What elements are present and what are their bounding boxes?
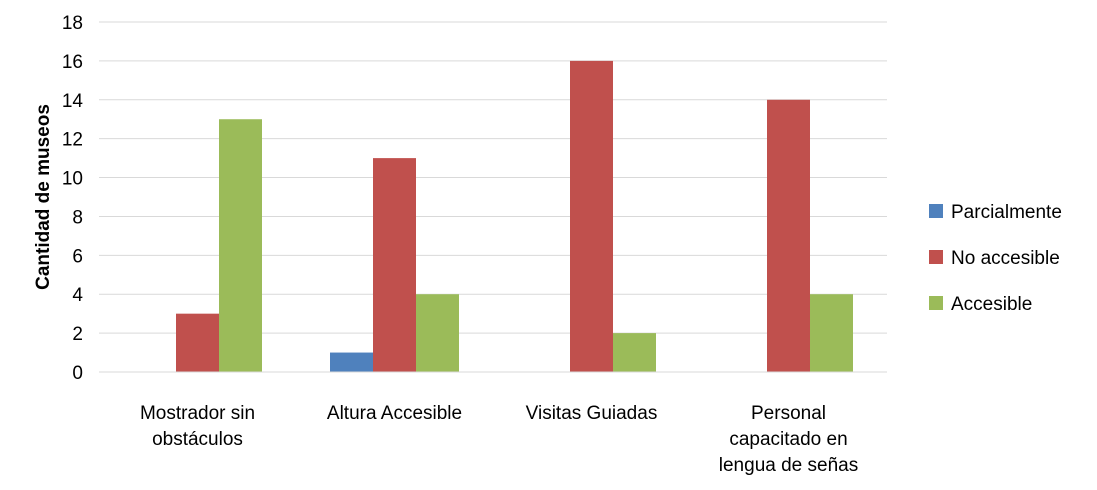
- legend-label: Parcialmente: [951, 202, 1062, 223]
- y-tick-label: 8: [72, 207, 83, 228]
- x-axis: Mostrador sin obstáculos Altura Accesible V…: [99, 371, 887, 476]
- y-tick-label: 10: [62, 169, 83, 190]
- x-tick-label: Mostrador sin: [140, 403, 255, 424]
- x-tick-label: Altura Accesible: [327, 403, 462, 424]
- x-tick-label: Visitas Guiadas: [526, 403, 658, 424]
- legend-swatch: [929, 250, 943, 264]
- y-tick-label: 2: [72, 324, 83, 345]
- y-axis-label: Cantidad de museos: [33, 104, 54, 290]
- bar-accesible: [416, 294, 459, 372]
- legend-label: Accesible: [951, 294, 1032, 315]
- y-tick-label: 14: [62, 91, 84, 112]
- y-axis-ticks: 0 2 4 6 8 10 12 14 16 18: [62, 13, 84, 384]
- x-tick-label: obstáculos: [152, 429, 243, 450]
- x-tick-label: capacitado en: [729, 429, 847, 450]
- bar-no-accesible: [767, 99, 810, 373]
- y-tick-label: 6: [72, 246, 83, 267]
- y-tick-label: 4: [72, 285, 83, 306]
- y-tick-label: 16: [62, 52, 83, 73]
- x-tick-label: Personal: [751, 403, 826, 424]
- y-tick-label: 0: [72, 363, 83, 384]
- bar-accesible: [810, 294, 853, 372]
- legend: Parcialmente No accesible Accesible: [929, 202, 1062, 315]
- legend-swatch: [929, 296, 943, 310]
- legend-swatch: [929, 204, 943, 218]
- bar-no-accesible: [176, 313, 219, 372]
- legend-label: No accesible: [951, 248, 1060, 269]
- bars: [176, 60, 853, 373]
- bar-parcialmente: [330, 352, 373, 372]
- y-tick-label: 12: [62, 130, 83, 151]
- y-tick-label: 18: [62, 13, 83, 34]
- bar-accesible: [219, 119, 262, 372]
- bar-no-accesible: [373, 158, 416, 372]
- bar-no-accesible: [570, 60, 613, 373]
- x-tick-label: lengua de señas: [719, 455, 858, 476]
- bar-accesible: [613, 333, 656, 372]
